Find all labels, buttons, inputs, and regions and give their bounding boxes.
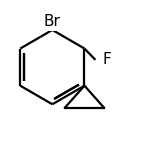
Text: F: F: [102, 52, 111, 67]
Text: Br: Br: [44, 14, 61, 29]
